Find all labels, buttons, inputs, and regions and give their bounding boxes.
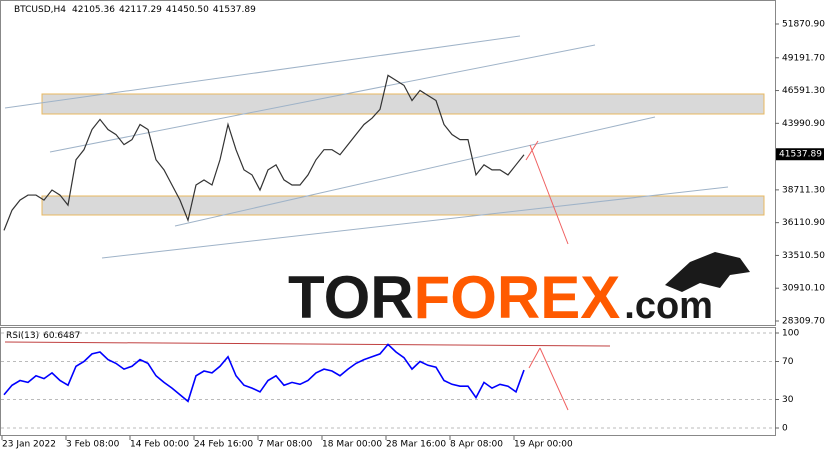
last-price-label: 41537.89 <box>779 150 822 160</box>
y-tick-label: 70 <box>782 357 794 367</box>
watermark: TORFOREX .com <box>288 252 750 331</box>
rsi-title: RSI(13) 60.6487 <box>6 331 80 341</box>
trend-line <box>49 44 596 153</box>
y-tick-label: 33510.50 <box>782 251 825 261</box>
rsi-frame <box>0 327 776 436</box>
y-tick-label: 28309.70 <box>782 316 825 326</box>
watermark-part: .com <box>624 285 713 327</box>
x-tick-label: 28 Mar 16:00 <box>386 440 446 450</box>
y-tick-label: 36110.90 <box>782 218 825 228</box>
x-tick-label: 18 Mar 00:00 <box>322 440 382 450</box>
price-zone <box>41 93 765 115</box>
trend-line <box>101 186 729 259</box>
rsi-name: RSI(13) <box>6 331 39 341</box>
x-tick-label: 14 Feb 00:00 <box>130 440 189 450</box>
watermark-part: FOREX <box>414 264 621 331</box>
series-line <box>3 74 525 231</box>
x-tick-label: 19 Apr 00:00 <box>514 440 573 450</box>
trend-line <box>4 35 521 109</box>
main-frame <box>0 0 776 326</box>
forecast-arrow <box>525 140 539 161</box>
header: BTCUSD,H4 42105.36 42117.29 41450.50 41537.8… <box>14 5 256 15</box>
low: 41450.50 <box>166 5 209 15</box>
y-tick-label: 49191.70 <box>782 53 825 63</box>
price-zone <box>41 195 765 216</box>
watermark-part: TOR <box>288 264 414 331</box>
y-tick-label: 30 <box>782 395 794 405</box>
symbol: BTCUSD,H4 <box>14 5 66 15</box>
forecast-arrow <box>528 347 541 369</box>
watermark-text: TORFOREX .com <box>288 264 713 331</box>
last-price-box <box>776 148 824 161</box>
bull-icon <box>665 252 750 292</box>
y-tick-label: 46591.30 <box>782 86 825 96</box>
x-tick-label: 23 Jan 2022 <box>2 440 56 450</box>
y-tick-label: 51870.90 <box>782 19 825 29</box>
x-tick-label: 24 Feb 16:00 <box>194 440 253 450</box>
y-tick-label: 0 <box>782 424 788 434</box>
y-tick-label: 43990.90 <box>782 119 825 129</box>
y-tick-label: 100 <box>782 329 799 339</box>
close: 41537.89 <box>213 5 256 15</box>
open: 42105.36 <box>72 5 115 15</box>
y-tick-label: 30910.10 <box>782 284 825 294</box>
x-tick-label: 8 Apr 08:00 <box>450 440 503 450</box>
series-line <box>3 343 525 403</box>
x-tick-label: 3 Feb 08:00 <box>66 440 120 450</box>
trend-line <box>174 116 656 227</box>
rsi-value: 60.6487 <box>43 331 80 341</box>
high: 42117.29 <box>119 5 162 15</box>
x-tick-label: 7 Mar 08:00 <box>258 440 313 450</box>
y-tick-label: 38711.30 <box>782 185 825 195</box>
forecast-arrow <box>529 144 569 245</box>
forecast-arrow <box>539 347 569 411</box>
rsi-trend-line <box>4 341 611 347</box>
